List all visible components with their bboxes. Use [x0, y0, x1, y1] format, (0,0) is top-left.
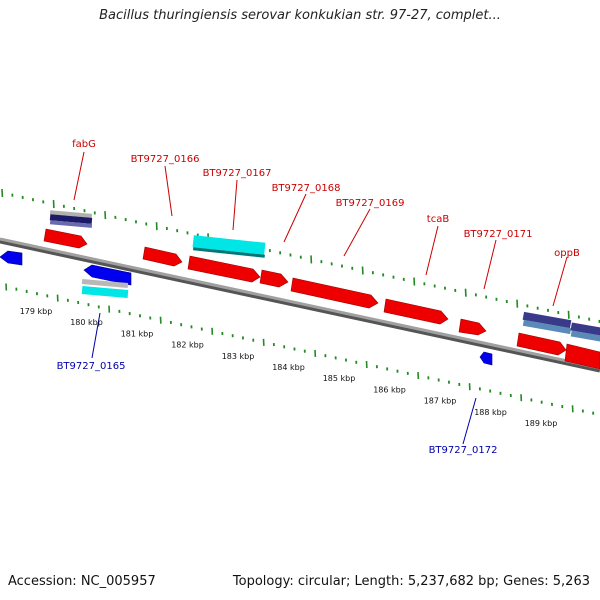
cds-arrow-tcaB[interactable] [458, 318, 487, 336]
trna-feature[interactable] [49, 214, 93, 224]
gene-label-tcaB[interactable]: tcaB [427, 214, 450, 225]
gene-label-BT9727_0167[interactable]: BT9727_0167 [203, 168, 272, 179]
gene-label-BT9727_0172[interactable]: BT9727_0172 [429, 445, 498, 456]
inner-tick-ring [5, 283, 595, 415]
gene-label-oppB[interactable]: oppB [554, 248, 580, 259]
label-leaders [73, 151, 568, 445]
cds-arrow[interactable] [564, 343, 600, 370]
trna-feature-oppB-light[interactable] [522, 319, 572, 335]
outer-tick-ring [1, 188, 600, 323]
cds-arrow[interactable] [259, 269, 289, 288]
rrna-feature-0165[interactable] [81, 286, 129, 298]
reverse-cds-arrow[interactable] [0, 250, 23, 266]
scale-tick-label: 183 kbp [222, 352, 255, 361]
feature-track [0, 210, 600, 370]
scale-tick-label: 184 kbp [272, 363, 305, 372]
scale-tick-label: 180 kbp [70, 318, 103, 327]
cds-arrow-oppB[interactable] [516, 332, 567, 356]
cds-arrow-fabG[interactable] [43, 228, 88, 249]
reverse-gene-labels: BT9727_0165 BT9727_0172 [57, 361, 498, 456]
accession-label: Accession: NC_005957 [8, 574, 156, 589]
trna-feature-oppB-2-light[interactable] [570, 330, 600, 342]
gene-label-BT9727_0166[interactable]: BT9727_0166 [131, 154, 200, 165]
cds-arrow[interactable] [142, 246, 183, 267]
gene-label-BT9727_0171[interactable]: BT9727_0171 [464, 229, 533, 240]
gene-label-BT9727_0169[interactable]: BT9727_0169 [336, 198, 405, 209]
gray-feature-0165[interactable] [81, 279, 129, 288]
scale-tick-label: 187 kbp [424, 397, 457, 406]
genome-summary: Topology: circular; Length: 5,237,682 bp… [232, 574, 590, 589]
scale-tick-label: 185 kbp [323, 374, 356, 383]
map-title: Bacillus thuringiensis serovar konkukian… [99, 8, 501, 23]
scale-tick-label: 189 kbp [525, 419, 558, 428]
scale-labels: 179 kbp 180 kbp 181 kbp 182 kbp 183 kbp 184 k… [20, 307, 558, 428]
gene-label-fabG[interactable]: fabG [72, 139, 96, 150]
reverse-cds-arrow-0172[interactable] [479, 351, 493, 366]
gene-label-BT9727_0168[interactable]: BT9727_0168 [272, 183, 341, 194]
rrna-feature-0167-dark[interactable] [192, 247, 265, 258]
trna-feature-light[interactable] [49, 220, 93, 228]
backbone-shadow [0, 238, 600, 373]
rrna-feature-0167[interactable] [192, 235, 266, 255]
cds-arrow-0167[interactable] [187, 255, 261, 283]
trna-feature-oppB-2[interactable] [570, 322, 600, 336]
trna-feature-oppB[interactable] [522, 311, 572, 329]
reverse-cds-arrow-0165[interactable] [83, 264, 132, 286]
scale-tick-label: 179 kbp [20, 307, 53, 316]
gene-label-BT9727_0165[interactable]: BT9727_0165 [57, 361, 126, 372]
scale-tick-label: 182 kbp [171, 341, 204, 350]
scale-tick-label: 186 kbp [373, 385, 406, 394]
gray-feature[interactable] [49, 210, 93, 218]
forward-gene-labels: fabG BT9727_0166 BT9727_0167 BT9727_0168… [72, 139, 580, 259]
scale-tick-label: 181 kbp [121, 329, 154, 338]
cds-arrow-0169[interactable] [383, 298, 449, 325]
cds-arrow-0168[interactable] [290, 277, 379, 309]
backbone [0, 237, 600, 370]
scale-tick-label: 188 kbp [474, 408, 507, 417]
